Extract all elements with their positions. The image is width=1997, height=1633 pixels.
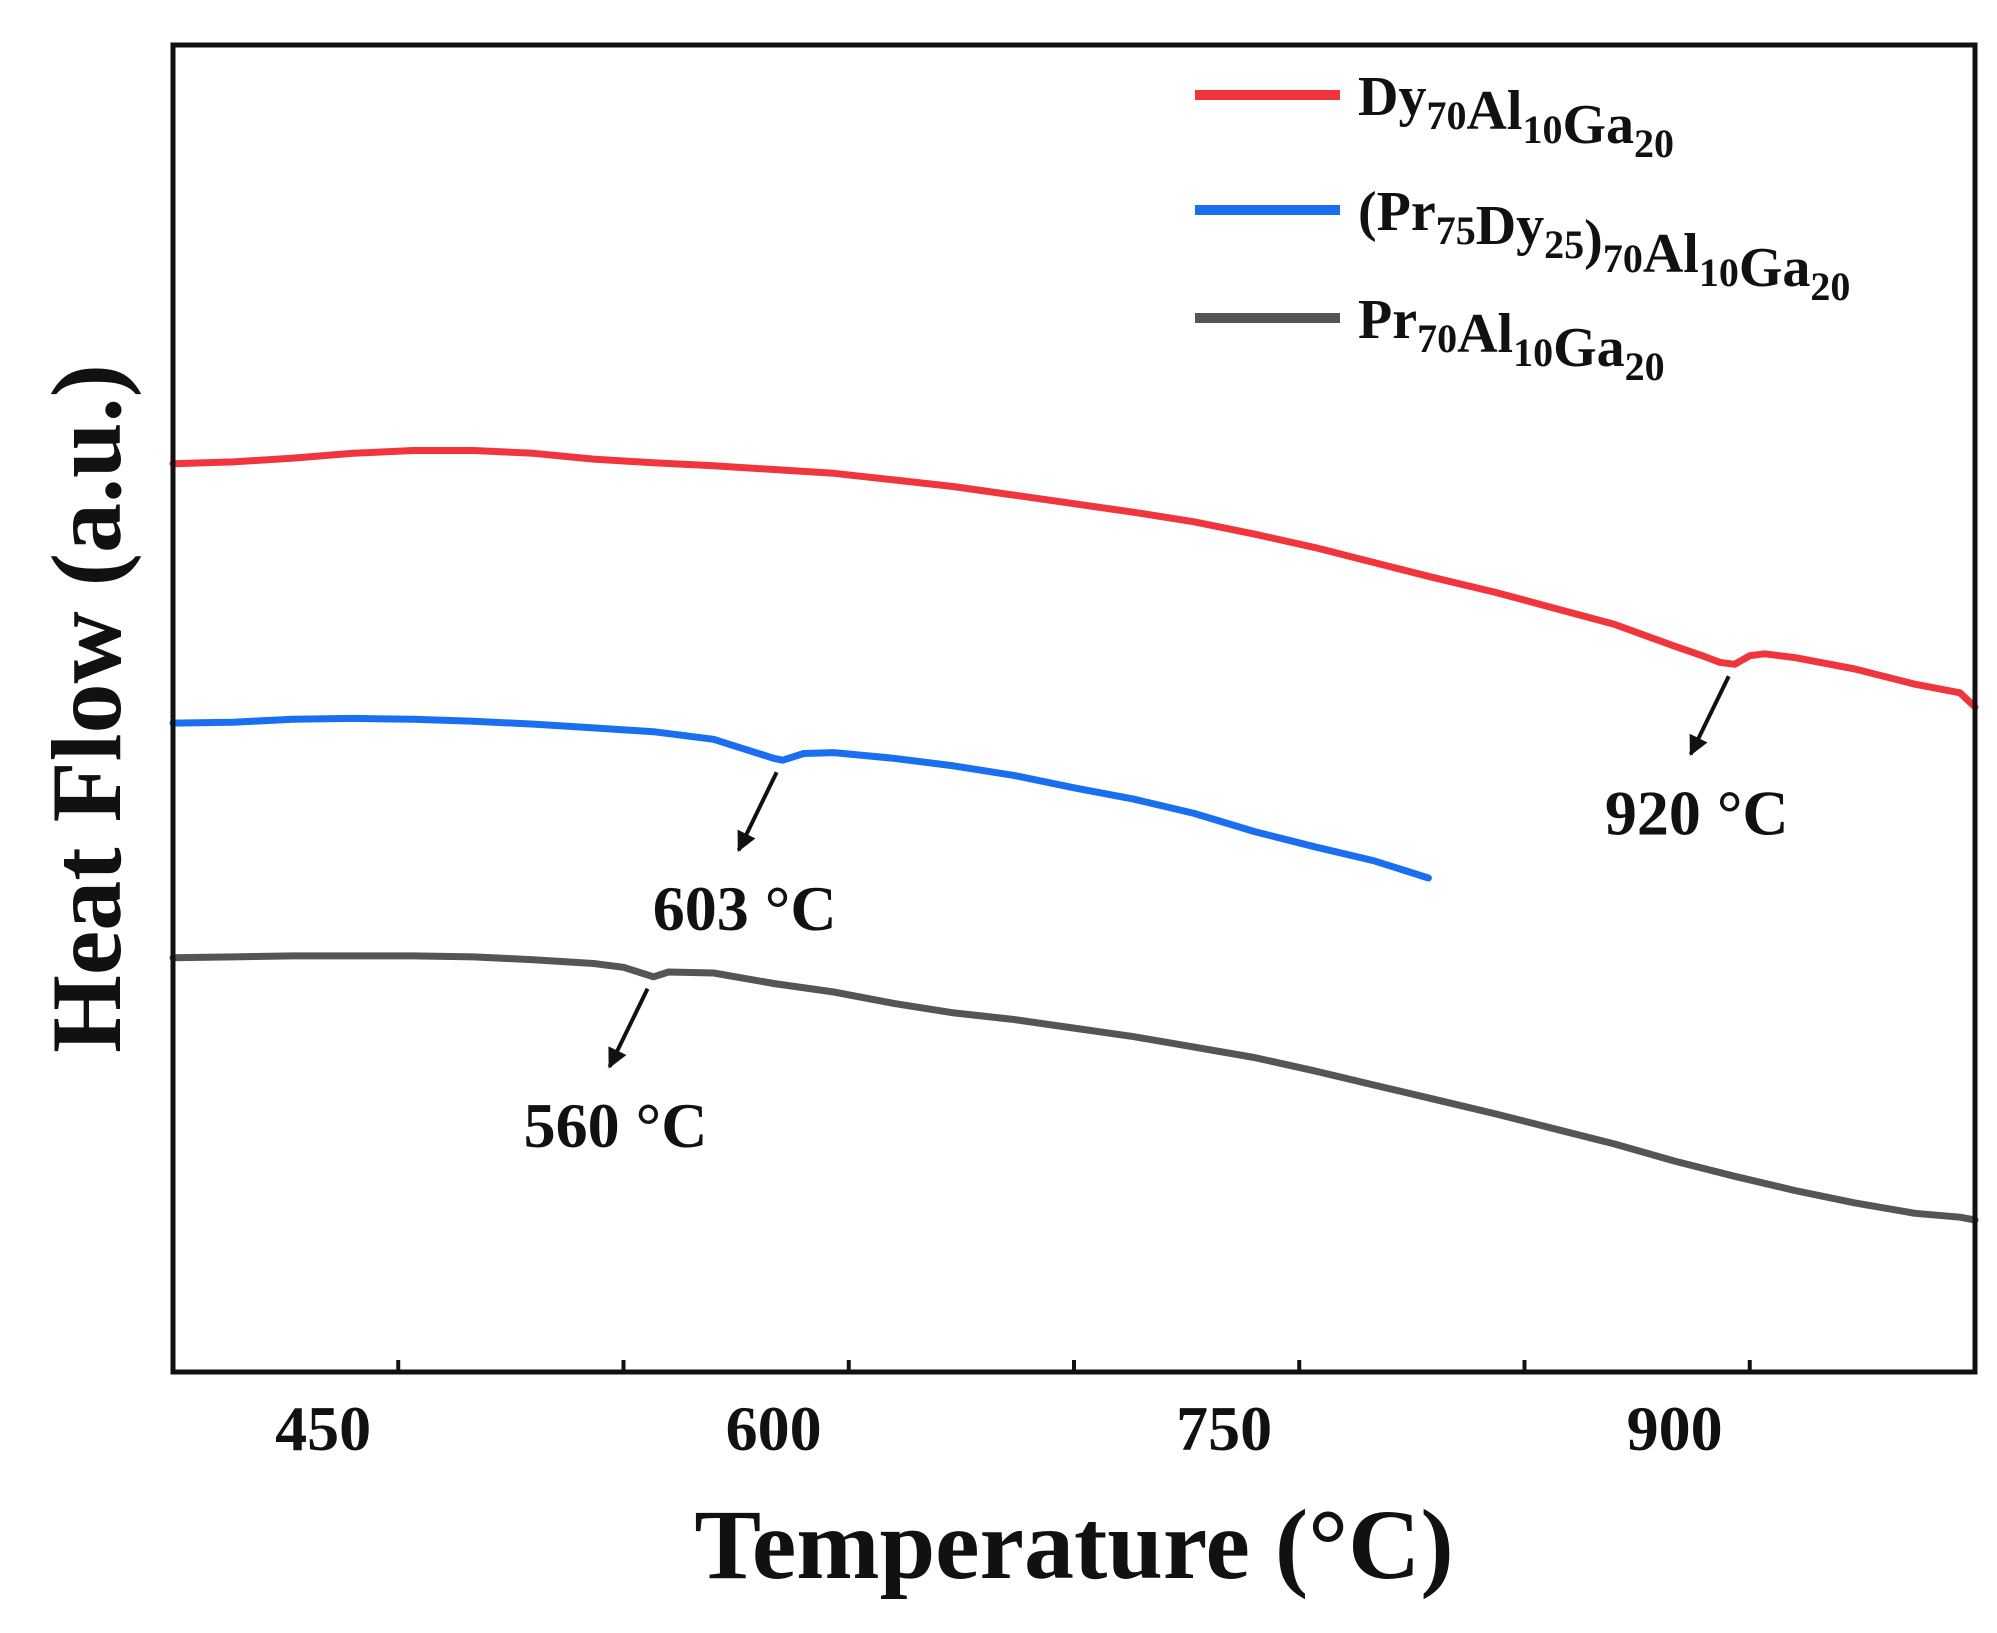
series-line-2 — [169, 714, 1432, 882]
x-tick-label: 750 — [1176, 1393, 1272, 1464]
annotation-label: 603 °C — [653, 873, 837, 944]
legend-label: Pr70Al10Ga20 — [1358, 289, 1665, 389]
x-tick-label: 900 — [1627, 1393, 1723, 1464]
legend-label: Dy70Al10Ga20 — [1358, 66, 1674, 166]
series-layer — [169, 447, 1979, 1224]
annotation-arrow — [736, 771, 779, 852]
legend: Dy70Al10Ga20 (Pr75Dy25)70Al10Ga20Pr70Al10… — [1195, 66, 1850, 389]
x-tick-label: 450 — [275, 1393, 371, 1464]
x-axis-title: Temperature (°C) — [694, 1489, 1453, 1600]
series-line-3 — [169, 952, 1979, 1224]
legend-label: (Pr75Dy25)70Al10Ga20 — [1358, 181, 1850, 309]
annotation-layer: 920 °C 603 °C 560 °C — [524, 675, 1789, 1161]
x-axis-ticks: 450 600 750 900 — [275, 1360, 1752, 1464]
annotation-arrow — [607, 987, 650, 1069]
annotation-label: 920 °C — [1605, 777, 1789, 848]
y-axis-title: Heat Flow (a.u.) — [31, 364, 142, 1053]
annotation-label: 560 °C — [524, 1090, 708, 1161]
x-tick-label: 600 — [726, 1393, 822, 1464]
annotation-arrow — [1688, 675, 1731, 757]
series-line-1 — [169, 447, 1979, 711]
plot-frame — [170, 42, 1978, 1375]
